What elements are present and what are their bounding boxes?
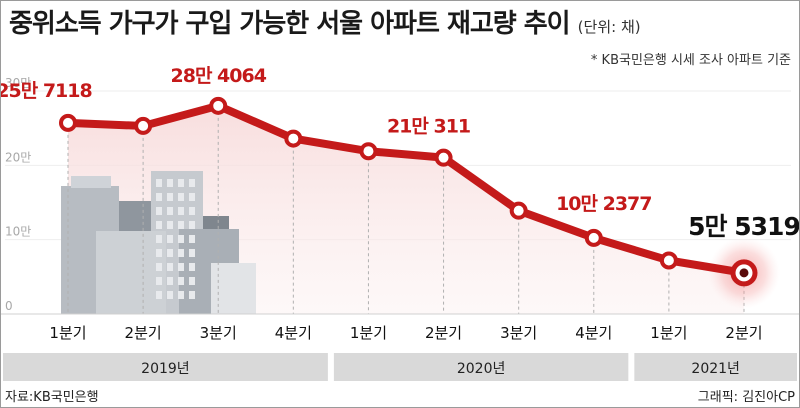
x-tick-label: 3분기 xyxy=(500,324,537,342)
building-window xyxy=(167,235,173,243)
data-label: 21만 311 xyxy=(387,116,470,138)
building-window xyxy=(167,179,173,187)
data-point xyxy=(659,251,678,270)
data-point xyxy=(434,148,453,167)
x-tick-label: 2분기 xyxy=(125,324,162,342)
building-window xyxy=(178,291,184,299)
credit-note: 그래픽: 김진아CP xyxy=(697,390,795,405)
building-window xyxy=(189,263,195,271)
building-window xyxy=(178,235,184,243)
data-point xyxy=(584,228,603,247)
building-window xyxy=(189,221,195,229)
building-window xyxy=(167,291,173,299)
building-window xyxy=(167,221,173,229)
x-tick-label: 4분기 xyxy=(275,324,312,342)
building-window xyxy=(178,263,184,271)
building-window xyxy=(156,235,162,243)
data-point xyxy=(509,201,528,220)
building-window xyxy=(189,277,195,285)
building-window xyxy=(167,277,173,285)
building-window xyxy=(156,263,162,271)
data-label: 28만 4064 xyxy=(171,65,267,87)
building-window xyxy=(178,249,184,257)
data-label: 25만 7118 xyxy=(1,80,92,102)
building-window xyxy=(156,291,162,299)
building-window xyxy=(178,207,184,215)
year-label: 2020년 xyxy=(457,361,506,377)
y-tick-label: 10만 xyxy=(5,225,31,239)
year-band xyxy=(3,353,328,381)
data-point xyxy=(359,142,378,161)
data-point xyxy=(134,116,153,135)
building-window xyxy=(189,249,195,257)
building-window xyxy=(178,179,184,187)
year-band xyxy=(333,353,629,381)
page-title: 중위소득 가구가 구입 가능한 서울 아파트 재고량 추이 (단위: 채) xyxy=(9,9,641,39)
building-window xyxy=(178,277,184,285)
building-window xyxy=(156,179,162,187)
building-window xyxy=(167,207,173,215)
basis-note: * KB국민은행 시세 조사 아파트 기준 xyxy=(590,53,791,68)
building-window xyxy=(178,193,184,201)
x-tick-label: 3분기 xyxy=(200,324,237,342)
building-window xyxy=(189,207,195,215)
data-label: 5만 5319 xyxy=(688,212,799,241)
building-window xyxy=(189,235,195,243)
building-window xyxy=(167,263,173,271)
year-label: 2021년 xyxy=(691,361,740,377)
source-note: 자료:KB국민은행 xyxy=(5,390,99,405)
data-point xyxy=(59,113,77,132)
x-tick-label: 4분기 xyxy=(575,324,612,342)
x-tick-label: 1분기 xyxy=(350,324,387,342)
series-line xyxy=(64,101,748,277)
building-window xyxy=(156,193,162,201)
data-label: 10만 2377 xyxy=(556,193,651,215)
year-label: 2019년 xyxy=(141,361,190,377)
year-band xyxy=(634,353,797,381)
data-point xyxy=(284,129,303,148)
building-window xyxy=(189,179,195,187)
x-tick-label: 1분기 xyxy=(650,324,687,342)
unit-label: (단위: 채) xyxy=(577,18,641,36)
building-window xyxy=(178,221,184,229)
building-window xyxy=(156,221,162,229)
building-window xyxy=(156,277,162,285)
building-window xyxy=(189,291,195,299)
x-tick-label: 2분기 xyxy=(725,324,762,342)
data-point-center xyxy=(739,268,749,278)
y-tick-label: 20만 xyxy=(5,150,31,164)
x-tick-label: 2분기 xyxy=(425,324,462,342)
building-window xyxy=(189,193,195,201)
y-tick-label: 30만 xyxy=(5,76,31,90)
x-tick-label: 1분기 xyxy=(49,324,86,342)
building-window xyxy=(167,249,173,257)
building-window xyxy=(167,193,173,201)
building-window xyxy=(156,249,162,257)
building-window xyxy=(156,207,162,215)
y-tick-label: 0 xyxy=(5,299,13,313)
data-point xyxy=(209,96,228,115)
